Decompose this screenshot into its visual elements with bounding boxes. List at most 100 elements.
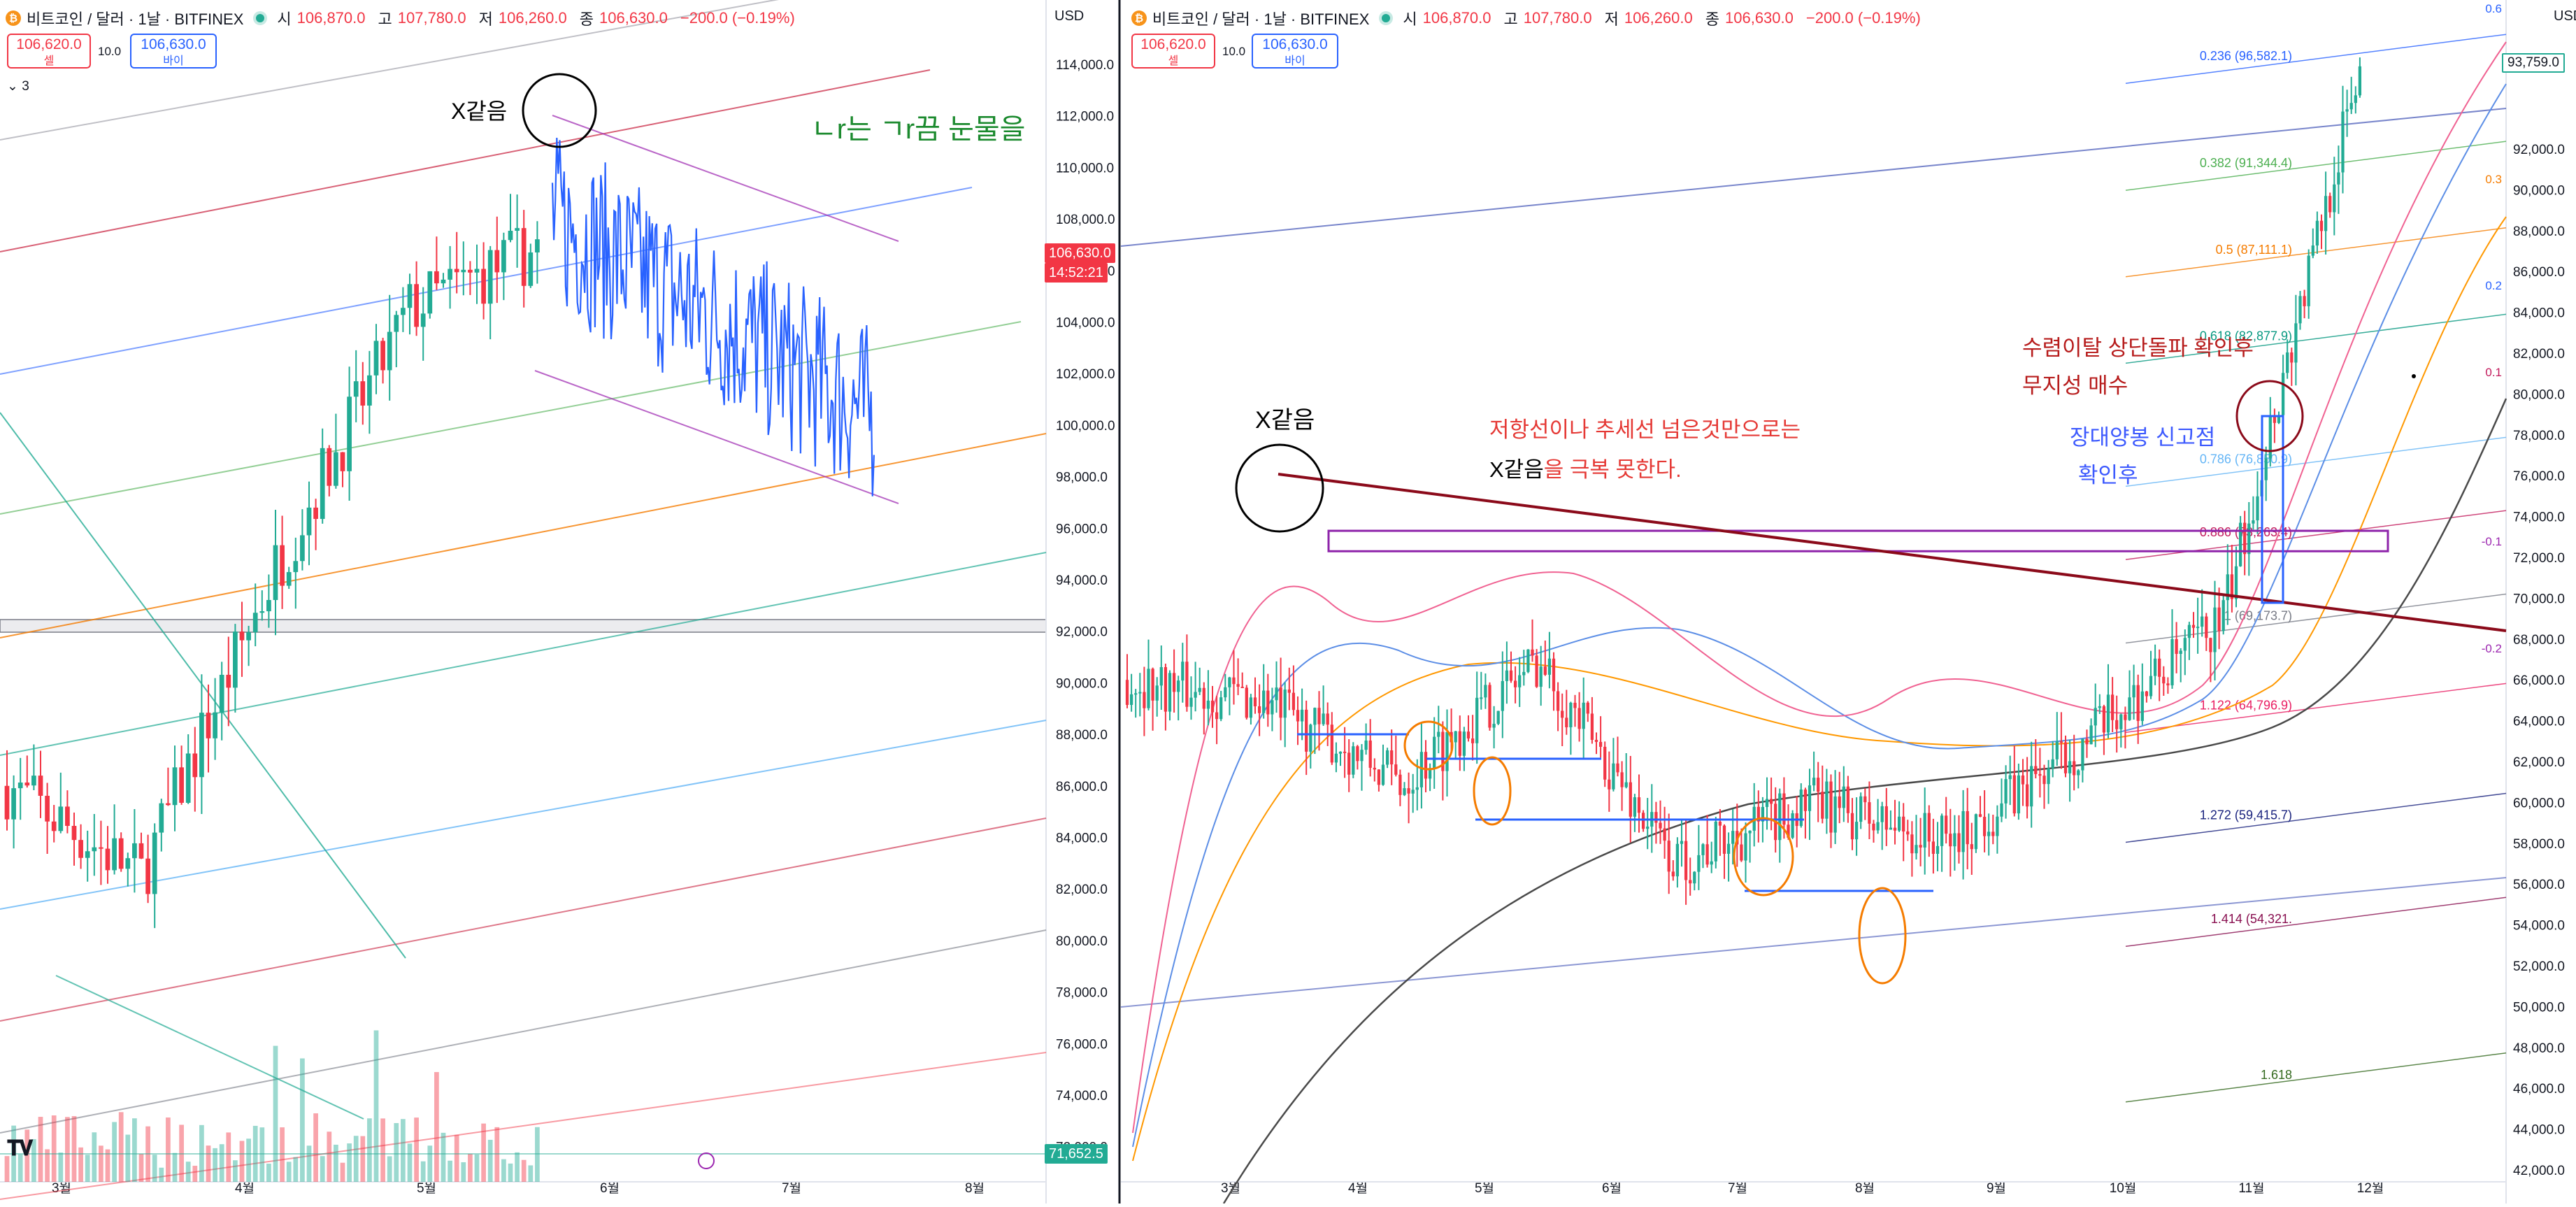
left-volume-bar [340, 1162, 345, 1182]
right-candle [1987, 831, 1991, 836]
right-candle [2230, 574, 2234, 599]
right-candle [1577, 708, 1581, 729]
left-volume-bar [501, 1159, 506, 1182]
right-time-tick: 10월 [2110, 1180, 2137, 1196]
bitcoin-icon: ₿ [1131, 10, 1147, 26]
left-lightning-icon [698, 1152, 715, 1169]
left-sell-button[interactable]: 106,620.0 셀 [7, 34, 91, 69]
left-volume-bar [367, 1118, 372, 1182]
left-volume-bar [427, 1145, 433, 1182]
right-candle [1978, 814, 1982, 817]
right-candle [2307, 255, 2310, 306]
right-candle [1224, 687, 1227, 698]
left-candle [380, 341, 385, 371]
left-symbol-title[interactable]: 비트코인 / 달러 · 1날 · BITFINEX [27, 10, 244, 28]
right-price-tick: 62,000.0 [2513, 755, 2565, 770]
right-candle [2115, 720, 2119, 729]
left-candle [159, 803, 164, 833]
left-candle [24, 783, 30, 786]
right-candle [1228, 677, 1231, 687]
left-trend-line [55, 975, 364, 1120]
left-candle [259, 611, 265, 613]
right-candle [2021, 775, 2025, 785]
right-candle [1518, 675, 1522, 687]
left-candle [501, 240, 506, 273]
left-currency[interactable]: USD [1054, 8, 1085, 24]
left-candle [286, 572, 292, 586]
left-channel-line [0, 321, 1022, 515]
right-candle [2073, 761, 2076, 776]
right-currency[interactable]: USD [2554, 8, 2576, 24]
left-trend-line [0, 412, 406, 959]
left-volume-bar [535, 1127, 540, 1182]
right-candle [1812, 778, 1816, 786]
right-time-tick: 4월 [1348, 1180, 1368, 1196]
right-candle [1279, 687, 1282, 718]
left-intraday-path [551, 137, 875, 497]
fib-label-0.5: 0.5 (87,111.1) [2216, 243, 2292, 257]
right-candle [2094, 708, 2097, 726]
buy-price: 106,630.0 [141, 36, 206, 52]
left-candle [468, 269, 473, 273]
right-candle [1164, 667, 1168, 712]
left-candle [252, 613, 258, 633]
fib-edge-label: 0.2 [2485, 279, 2502, 292]
right-candle [2209, 638, 2212, 652]
right-candle [1803, 790, 1808, 811]
left-candle [65, 806, 70, 826]
right-candle [2281, 373, 2285, 415]
right-candle [1441, 731, 1445, 771]
left-candle [334, 452, 338, 486]
right-candle [1726, 843, 1731, 854]
left-price-tick: 74,000.0 [1056, 1089, 1108, 1104]
right-candle [1411, 790, 1415, 794]
left-volume-bar [414, 1117, 419, 1182]
right-candle [1390, 750, 1394, 765]
right-candle [1659, 822, 1662, 829]
indicator-toggle[interactable]: ⌄ 3 [7, 78, 29, 94]
left-volume-bar [441, 1132, 446, 1182]
left-price-tick: 96,000.0 [1056, 522, 1108, 536]
left-candle [266, 600, 271, 612]
left-volume-bar [24, 1129, 30, 1182]
right-buy-button[interactable]: 106,630.0 바이 [1252, 34, 1338, 69]
left-volume-bar [51, 1115, 57, 1182]
left-candle [145, 858, 150, 894]
right-candle [1868, 802, 1871, 824]
left-candle [17, 783, 23, 789]
right-sell-button[interactable]: 106,620.0 셀 [1131, 34, 1215, 69]
left-candle [434, 271, 439, 284]
right-candle [1215, 712, 1219, 720]
right-candle [1134, 693, 1138, 695]
right-candle [1458, 731, 1461, 756]
left-volume-bar [166, 1117, 171, 1182]
left-price-tick: 100,000.0 [1056, 419, 1115, 434]
right-candle [2158, 658, 2161, 677]
right-symbol-title[interactable]: 비트코인 / 달러 · 1날 · BITFINEX [1152, 10, 1370, 28]
right-candle [2187, 624, 2191, 638]
left-price-tick: 78,000.0 [1056, 986, 1108, 1001]
right-candle [1710, 861, 1713, 865]
right-candle [1982, 817, 1987, 836]
left-candle [420, 313, 426, 327]
left-volume-bar [273, 1045, 278, 1182]
right-candle [1945, 815, 1948, 834]
right-candle [1641, 813, 1645, 829]
left-volume-bar [401, 1119, 406, 1182]
left-candle [192, 753, 198, 778]
left-candle [401, 308, 406, 315]
right-candle [2298, 296, 2302, 324]
right-candle [1143, 692, 1146, 708]
descending-resistance-line [1278, 473, 2507, 632]
left-price-tick: 104,000.0 [1056, 316, 1115, 331]
right-time-tick: 7월 [1728, 1180, 1747, 1196]
right-candle [1484, 685, 1487, 698]
right-candle [1552, 658, 1556, 692]
right-peak-circle [1235, 443, 1324, 533]
left-buy-button[interactable]: 106,630.0 바이 [130, 34, 217, 69]
right-candle [1996, 816, 1999, 836]
right-candle [1283, 690, 1287, 718]
right-candle [1863, 796, 1867, 803]
left-volume-bar [45, 1149, 50, 1182]
